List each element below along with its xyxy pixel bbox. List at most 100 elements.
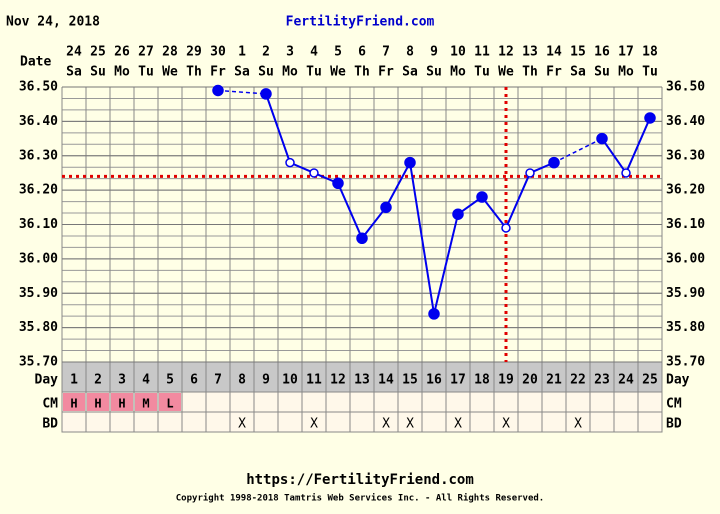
weekday-label: Th [186,65,202,80]
chart-title: FertilityFriend.com [286,15,435,30]
weekday-label: Mo [114,65,130,80]
temp-point [596,132,608,145]
temp-point [212,84,224,97]
temp-point [476,191,488,203]
temp-point [644,112,656,124]
day-label: 9 [262,373,270,388]
cm-cell [135,393,157,411]
date-label: 27 [138,45,154,60]
date-label: 7 [382,45,390,60]
temp-point [404,156,416,169]
cm-row-label: CM [42,397,58,412]
day-label: 18 [474,373,490,388]
date-label: 28 [162,45,178,60]
cm-value: H [70,397,77,411]
date-label: 11 [474,45,490,60]
date-label: 14 [546,45,562,60]
bd-value: X [406,417,414,432]
cm-value: H [94,397,101,411]
temp-point [452,208,464,220]
date-label: 24 [66,45,82,60]
bd-value: X [238,417,246,432]
date-label: 1 [238,45,246,60]
date-label: 25 [90,45,106,60]
day-label: 22 [570,373,586,388]
bd-value: X [502,417,510,432]
temp-point [621,168,631,178]
day-label: 21 [546,373,562,388]
y-tick-label-right: 35.70 [666,355,705,370]
y-tick-label: 36.00 [19,251,58,266]
weekday-label: Su [90,65,106,80]
date-label: 17 [618,45,634,60]
date-label: 29 [186,45,202,60]
weekday-label: Tu [138,65,154,80]
temp-point [285,157,295,168]
day-label: 20 [522,373,538,388]
y-tick-label: 36.50 [19,80,58,95]
date-label: 10 [450,45,466,60]
day-label: 13 [354,373,370,388]
cm-cell [63,393,85,411]
day-label: 7 [214,373,222,388]
weekday-label: We [162,65,178,80]
top-axis-label: Date [20,55,51,70]
date-label: 26 [114,45,130,60]
weekday-label: Mo [450,65,466,80]
bd-value: X [382,417,390,432]
day-label: 10 [282,373,298,388]
day-label: 17 [450,373,466,388]
cm-cell [87,393,109,411]
temp-point [501,223,511,233]
weekday-label: Sa [234,65,250,80]
day-label: 6 [190,373,198,388]
weekday-label: Th [522,65,538,80]
day-label: 11 [306,373,322,388]
weekday-label: Tu [642,65,658,80]
weekday-label: Tu [306,65,322,80]
date-label: 2 [262,45,270,60]
day-label: 4 [142,373,150,388]
bd-value: X [574,417,582,432]
date-label: 5 [334,45,342,60]
bd-value: X [310,417,318,432]
day-row [61,361,663,393]
date-label: 16 [594,45,610,60]
day-label: 3 [118,373,126,388]
date-label: 6 [358,45,366,60]
day-label: 5 [166,373,174,388]
day-label: 24 [618,373,634,388]
temp-point [260,88,272,100]
day-label: 2 [94,373,102,388]
weekday-label: Sa [402,65,418,80]
day-label: 14 [378,373,394,388]
date-label: Nov 24, 2018 [6,15,100,30]
cm-value: L [166,397,173,411]
weekday-label: Th [354,65,370,80]
weekday-label: Mo [282,65,298,80]
y-tick-label: 36.40 [19,114,58,129]
y-tick-label-right: 36.00 [666,251,705,266]
bd-row-label-right: BD [666,417,682,432]
bd-row [61,411,663,433]
y-tick-label-right: 36.20 [666,183,705,198]
y-tick-label: 35.80 [19,320,58,335]
weekday-label: We [330,65,346,80]
y-tick-label: 35.90 [19,286,58,301]
date-label: 30 [210,45,226,60]
cm-value: M [142,397,149,411]
weekday-label: Fr [210,65,226,80]
date-label: 4 [310,45,318,60]
date-label: 9 [430,45,438,60]
temp-point [380,201,392,214]
weekday-label: Sa [66,65,82,80]
gap-connector [217,89,267,95]
temp-point [525,168,535,178]
day-label: 12 [330,373,346,388]
y-tick-label: 35.70 [19,355,58,370]
y-tick-label-right: 35.90 [666,286,705,301]
day-row-label: Day [35,373,59,388]
weekday-label: Su [594,65,610,80]
cm-cell [159,393,181,411]
